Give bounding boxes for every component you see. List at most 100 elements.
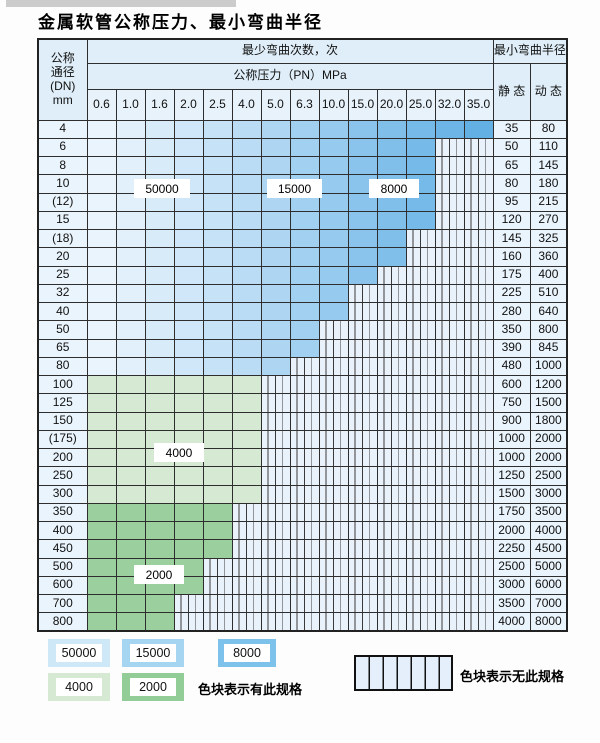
spec-cell-available xyxy=(231,356,262,377)
spec-cell-unavailable xyxy=(376,612,407,632)
pressure-values-row: 0.6 1.0 1.6 2.0 2.5 4.0 5.0 6.3 10.0 15.0 20.0 25.0… xyxy=(38,88,567,121)
spec-cell-unavailable xyxy=(260,484,291,504)
spec-cell-available xyxy=(115,447,146,468)
spec-cell-unavailable xyxy=(463,338,494,358)
spec-cell-available xyxy=(202,320,233,340)
table-row: 80 480 1000 xyxy=(37,356,568,377)
spec-cell-available xyxy=(347,137,378,158)
pressure-radius-table: 公称 通径 (DN) mm 最少弯曲次数，次 最小弯曲半径 公称压力（PN）MP… xyxy=(37,38,569,632)
spec-cell-unavailable xyxy=(231,539,262,559)
spec-cell-available xyxy=(115,612,146,632)
static-radius-cell: 480 xyxy=(492,356,531,377)
spec-cell-available xyxy=(289,228,320,249)
dynamic-radius-cell: 845 xyxy=(529,338,568,358)
dynamic-radius-cell: 800 xyxy=(529,320,568,340)
spec-cell-available xyxy=(144,356,175,377)
spec-cell-unavailable xyxy=(463,301,494,322)
spec-cell-available xyxy=(231,174,262,194)
spec-cell-unavailable xyxy=(347,612,378,632)
header-bend-cycles: 最少弯曲次数，次 xyxy=(86,38,494,64)
spec-cell-available xyxy=(115,320,146,340)
spec-cell-available xyxy=(231,137,262,158)
spec-cell-available xyxy=(318,283,349,304)
static-radius-cell: 50 xyxy=(492,137,531,158)
dynamic-radius-cell: 3500 xyxy=(529,502,568,523)
static-radius-cell: 2250 xyxy=(492,539,531,559)
spec-cell-available xyxy=(202,192,233,212)
spec-cell-unavailable xyxy=(434,247,465,267)
spec-cell-available xyxy=(86,502,117,523)
spec-cell-available xyxy=(289,320,320,340)
spec-cell-available xyxy=(318,119,349,139)
spec-cell-unavailable xyxy=(289,612,320,632)
spec-cell-available xyxy=(376,210,407,231)
spec-cell-available xyxy=(231,338,262,358)
spec-cell-unavailable xyxy=(260,539,291,559)
dn-cell: 4 xyxy=(37,119,88,139)
dn-cell: 25 xyxy=(37,265,88,285)
spec-cell-available xyxy=(318,192,349,212)
spec-cell-unavailable xyxy=(434,502,465,523)
spec-cell-unavailable xyxy=(202,575,233,596)
spec-cell-available xyxy=(318,301,349,322)
legend-swatch-15000: 15000 xyxy=(122,639,184,667)
spec-cell-unavailable xyxy=(289,393,320,413)
spec-cell-available xyxy=(231,265,262,285)
spec-cell-available xyxy=(173,393,204,413)
table-row: 125 750 1500 xyxy=(37,393,568,413)
spec-cell-unavailable xyxy=(347,393,378,413)
dn-cell: 40 xyxy=(37,301,88,322)
spec-cell-available xyxy=(347,247,378,267)
spec-cell-available xyxy=(202,155,233,176)
spec-cell-available xyxy=(231,228,262,249)
spec-cell-unavailable xyxy=(260,557,291,577)
dn-cell: 8 xyxy=(37,155,88,176)
dynamic-radius-cell: 8000 xyxy=(529,612,568,632)
spec-cell-unavailable xyxy=(405,447,436,468)
spec-cell-unavailable xyxy=(463,447,494,468)
spec-cell-unavailable xyxy=(463,593,494,614)
static-radius-cell: 160 xyxy=(492,247,531,267)
spec-cell-unavailable xyxy=(376,393,407,413)
spec-cell-available xyxy=(318,247,349,267)
static-radius-cell: 350 xyxy=(492,320,531,340)
spec-cell-unavailable xyxy=(347,484,378,504)
spec-cell-available xyxy=(144,593,175,614)
dynamic-radius-cell: 270 xyxy=(529,210,568,231)
spec-cell-unavailable xyxy=(347,557,378,577)
static-radius-cell: 2500 xyxy=(492,557,531,577)
spec-cell-unavailable xyxy=(405,466,436,486)
spec-cell-available xyxy=(115,265,146,285)
pressure-value: 15.0 xyxy=(347,88,378,121)
header-static: 静 态 xyxy=(492,62,531,121)
spec-cell-available xyxy=(144,301,175,322)
spec-cell-available xyxy=(144,502,175,523)
spec-cell-unavailable xyxy=(463,502,494,523)
spec-cell-available xyxy=(289,338,320,358)
header-dynamic: 动 态 xyxy=(529,62,568,121)
spec-cell-available xyxy=(202,210,233,231)
spec-cell-available xyxy=(202,119,233,139)
table-row: 600 3000 6000 xyxy=(37,575,568,596)
spec-cell-unavailable xyxy=(347,356,378,377)
spec-cell-available xyxy=(144,338,175,358)
dynamic-radius-cell: 400 xyxy=(529,265,568,285)
spec-cell-available xyxy=(260,247,291,267)
spec-cell-unavailable xyxy=(463,283,494,304)
spec-cell-unavailable xyxy=(347,520,378,541)
spec-cell-unavailable xyxy=(260,429,291,450)
spec-cell-available xyxy=(202,411,233,431)
static-radius-cell: 95 xyxy=(492,192,531,212)
spec-cell-unavailable xyxy=(260,612,291,632)
spec-cell-unavailable xyxy=(434,374,465,395)
spec-cell-unavailable xyxy=(463,155,494,176)
spec-cell-available xyxy=(347,265,378,285)
dn-cell: 700 xyxy=(37,593,88,614)
spec-cell-available xyxy=(318,155,349,176)
spec-cell-available xyxy=(173,301,204,322)
spec-cell-unavailable xyxy=(318,338,349,358)
dynamic-radius-cell: 4500 xyxy=(529,539,568,559)
table-row: (12) 95 215 xyxy=(37,192,568,212)
spec-cell-unavailable xyxy=(463,228,494,249)
table-row: 350 1750 3500 xyxy=(37,502,568,523)
